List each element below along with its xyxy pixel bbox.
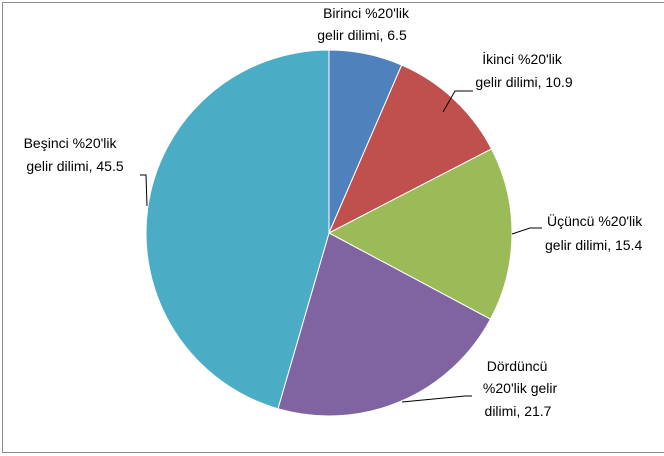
pie-slice-2: [327, 64, 493, 235]
pie-slice-5: [145, 49, 330, 410]
pie-slice-4: [277, 232, 492, 417]
data-label-3: Üçüncü %20'lik gelir dilimi, 15.4: [545, 212, 646, 253]
leader-line-5: [140, 174, 148, 207]
data-label-4: Dördüncü %20'lik gelir dilimi, 21.7: [483, 358, 561, 419]
pie-slices: [145, 49, 513, 417]
leader-line-4: [401, 395, 472, 403]
leader-lines: [140, 90, 542, 403]
data-label-2: İkinci %20'lik gelir dilimi, 10.9: [475, 50, 572, 90]
data-label-5: Beşinci %20'lik gelir dilimi, 45.5: [24, 135, 124, 174]
leader-line-2: [442, 90, 473, 113]
data-label-1: Birinci %20'lik gelir dilimi, 6.5: [317, 5, 413, 43]
leader-line-3: [511, 227, 542, 235]
pie-slice-3: [327, 148, 513, 320]
